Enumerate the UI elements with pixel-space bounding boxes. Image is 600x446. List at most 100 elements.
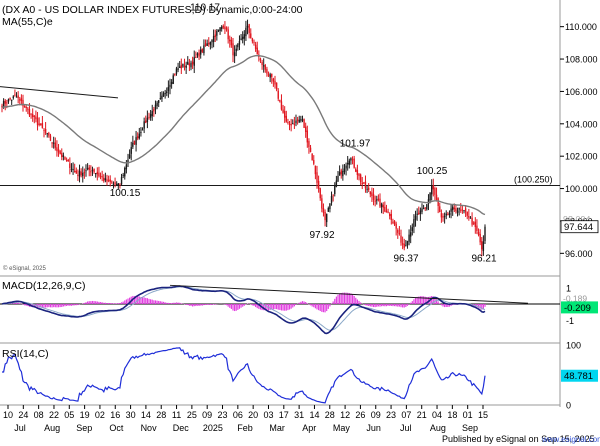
candle-body[interactable]	[41, 122, 44, 129]
candle-body[interactable]	[180, 65, 183, 69]
candle-body[interactable]	[460, 209, 462, 211]
candle-body[interactable]	[369, 191, 372, 195]
candle-body[interactable]	[359, 174, 362, 183]
candle-body[interactable]	[332, 194, 334, 196]
candle-body[interactable]	[382, 204, 384, 208]
candle-body[interactable]	[222, 26, 225, 28]
candle-body[interactable]	[367, 187, 370, 191]
candle-body[interactable]	[111, 181, 113, 183]
candle-body[interactable]	[65, 160, 68, 162]
candle-body[interactable]	[140, 132, 142, 134]
candle-body[interactable]	[162, 93, 165, 97]
candle-body[interactable]	[28, 109, 31, 116]
candle-body[interactable]	[143, 121, 145, 129]
candle-body[interactable]	[25, 107, 27, 109]
candle-body[interactable]	[262, 65, 265, 67]
candle-body[interactable]	[272, 78, 275, 82]
candle-body[interactable]	[376, 199, 378, 201]
candle-body[interactable]	[91, 170, 94, 172]
candle-body[interactable]	[474, 221, 477, 227]
candle-body[interactable]	[466, 211, 468, 216]
candle-body[interactable]	[46, 133, 48, 135]
candle-body[interactable]	[64, 156, 66, 160]
candle-body[interactable]	[482, 241, 485, 252]
candle-body[interactable]	[388, 213, 391, 217]
candle-body[interactable]	[439, 206, 441, 213]
candle-body[interactable]	[103, 177, 105, 181]
candle-body[interactable]	[290, 123, 292, 126]
candle-body[interactable]	[472, 222, 475, 224]
candle-body[interactable]	[209, 41, 212, 45]
candle-body[interactable]	[442, 215, 444, 218]
candle-body[interactable]	[235, 48, 237, 52]
candle-body[interactable]	[319, 188, 321, 199]
candle-body[interactable]	[435, 194, 438, 200]
candle-body[interactable]	[275, 82, 278, 90]
candle-body[interactable]	[461, 209, 464, 211]
candle-body[interactable]	[298, 119, 300, 123]
candle-body[interactable]	[52, 142, 55, 144]
candle-body[interactable]	[27, 108, 29, 110]
candle-body[interactable]	[393, 220, 396, 225]
candle-body[interactable]	[387, 211, 389, 213]
candle-body[interactable]	[419, 210, 422, 215]
candle-body[interactable]	[464, 208, 467, 212]
candle-body[interactable]	[405, 245, 407, 247]
candle-body[interactable]	[101, 176, 103, 178]
candle-body[interactable]	[138, 133, 141, 139]
candle-body[interactable]	[62, 155, 65, 157]
candle-body[interactable]	[135, 137, 137, 145]
candle-body[interactable]	[220, 26, 223, 29]
candle-body[interactable]	[170, 82, 173, 85]
macd-line[interactable]	[1, 285, 486, 335]
candle-body[interactable]	[390, 214, 393, 220]
candle-body[interactable]	[448, 212, 451, 216]
candle-body[interactable]	[261, 61, 263, 65]
candle-body[interactable]	[77, 174, 79, 176]
candle-body[interactable]	[311, 153, 313, 161]
candle-body[interactable]	[206, 43, 208, 46]
candle-body[interactable]	[468, 216, 470, 218]
candle-body[interactable]	[397, 229, 399, 233]
candle-body[interactable]	[146, 117, 149, 122]
candle-body[interactable]	[481, 241, 483, 250]
candle-body[interactable]	[424, 207, 426, 209]
candle-body[interactable]	[164, 93, 166, 95]
candle-body[interactable]	[453, 207, 456, 209]
candle-body[interactable]	[416, 213, 418, 215]
candle-body[interactable]	[145, 120, 147, 123]
candle-body[interactable]	[303, 119, 305, 128]
candle-body[interactable]	[82, 172, 84, 177]
candle-body[interactable]	[136, 136, 139, 139]
candle-body[interactable]	[456, 210, 459, 213]
candle-body[interactable]	[31, 114, 34, 118]
candle-body[interactable]	[317, 180, 320, 189]
candle-body[interactable]	[426, 204, 428, 210]
candle-body[interactable]	[36, 117, 39, 126]
candle-body[interactable]	[330, 196, 333, 203]
candle-body[interactable]	[455, 208, 457, 212]
candle-body[interactable]	[12, 96, 15, 99]
candle-body[interactable]	[70, 168, 73, 170]
candle-body[interactable]	[409, 232, 412, 237]
macd-trendline[interactable]	[169, 284, 529, 304]
candle-body[interactable]	[345, 165, 347, 169]
candle-body[interactable]	[57, 149, 60, 153]
candle-body[interactable]	[149, 114, 152, 118]
candle-body[interactable]	[259, 58, 262, 61]
candle-body[interactable]	[306, 130, 309, 143]
candle-body[interactable]	[445, 213, 447, 216]
candle-body[interactable]	[335, 180, 338, 187]
candle-body[interactable]	[96, 171, 99, 175]
candle-body[interactable]	[166, 91, 168, 94]
candle-body[interactable]	[401, 243, 404, 245]
candle-body[interactable]	[479, 233, 481, 243]
candle-body[interactable]	[216, 31, 218, 36]
candle-body[interactable]	[353, 158, 355, 168]
candle-body[interactable]	[201, 49, 204, 52]
candle-body[interactable]	[177, 68, 179, 70]
candle-body[interactable]	[296, 119, 299, 121]
candle-body[interactable]	[94, 173, 97, 175]
candle-body[interactable]	[187, 61, 189, 65]
candle-body[interactable]	[148, 116, 150, 119]
